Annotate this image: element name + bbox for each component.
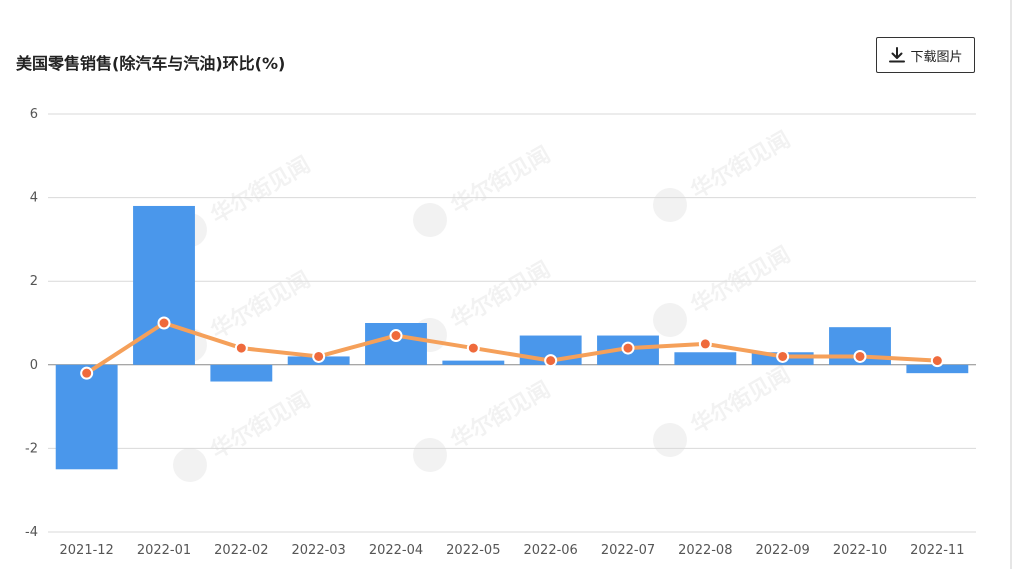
watermark-text: 华尔街见闻	[447, 257, 555, 335]
y-tick-label: 4	[30, 191, 38, 206]
x-tick-label: 2022-10	[833, 543, 887, 558]
download-button-label: 下载图片	[910, 49, 963, 65]
watermark-text: 华尔街见闻	[687, 127, 795, 205]
y-tick-label: 6	[30, 107, 38, 122]
grid-lines	[48, 113, 976, 533]
bar	[442, 360, 505, 365]
bar-series	[55, 205, 969, 470]
line-point	[466, 341, 480, 355]
x-tick-label: 2021-12	[60, 543, 114, 558]
line-point	[698, 337, 712, 351]
watermark: 华尔街见闻	[653, 362, 795, 457]
chart-title: 美国零售销售(除汽车与汽油)环比(%)	[16, 54, 286, 73]
x-tick-label: 2022-08	[678, 543, 732, 558]
download-image-button[interactable]: 下载图片	[876, 37, 975, 73]
bar	[906, 364, 969, 374]
line-point	[157, 316, 171, 330]
x-tick-label: 2022-01	[137, 543, 191, 558]
line-point	[389, 329, 403, 343]
watermark-logo-icon	[653, 188, 687, 222]
line-point	[853, 349, 867, 363]
y-tick-label: 2	[30, 274, 38, 289]
line-point	[312, 349, 326, 363]
watermark-text: 华尔街见闻	[447, 377, 555, 455]
x-tick-label: 2022-05	[446, 543, 500, 558]
x-tick-label: 2022-06	[524, 543, 578, 558]
bar	[674, 352, 737, 365]
line-point	[930, 354, 944, 368]
x-tick-label: 2022-11	[910, 543, 964, 558]
page-edge	[1010, 0, 1012, 569]
x-tick-label: 2022-04	[369, 543, 423, 558]
download-icon	[888, 46, 906, 64]
line-point	[234, 341, 248, 355]
y-tick-label: 0	[30, 358, 38, 373]
watermark-logo-icon	[653, 423, 687, 457]
watermark-text: 华尔街见闻	[687, 242, 795, 320]
watermark: 华尔街见闻	[413, 142, 555, 237]
x-tick-label: 2022-03	[292, 543, 346, 558]
line-point	[544, 354, 558, 368]
watermark: 华尔街见闻	[653, 242, 795, 337]
watermark: 华尔街见闻	[173, 387, 315, 482]
watermark-logo-icon	[413, 438, 447, 472]
watermark-text: 华尔街见闻	[687, 362, 795, 440]
bar	[133, 205, 195, 365]
x-tick-label: 2022-02	[214, 543, 268, 558]
y-axis-labels: 6 4 2 0 -2 -4	[25, 107, 38, 540]
bar	[55, 364, 118, 470]
line-point	[621, 341, 635, 355]
watermark-text: 华尔街见闻	[207, 152, 315, 230]
y-tick-label: -4	[25, 525, 38, 540]
line-series	[80, 316, 944, 380]
bar	[210, 364, 273, 382]
line-path	[84, 321, 940, 376]
x-tick-label: 2022-09	[756, 543, 810, 558]
watermark-logo-icon	[653, 303, 687, 337]
line-point	[776, 349, 790, 363]
x-tick-label: 2022-07	[601, 543, 655, 558]
watermark: 华尔街见闻	[653, 127, 795, 222]
watermark-logo-icon	[173, 448, 207, 482]
watermark-logo-icon	[413, 203, 447, 237]
x-axis-labels: 2021-12 2022-01 2022-02 2022-03 2022-04 2022-…	[60, 543, 965, 558]
line-point	[80, 366, 94, 380]
watermark: 华尔街见闻	[413, 377, 555, 472]
y-tick-label: -2	[25, 441, 38, 456]
watermark-text: 华尔街见闻	[207, 387, 315, 465]
watermark-text: 华尔街见闻	[447, 142, 555, 220]
watermark-text: 华尔街见闻	[207, 267, 315, 345]
